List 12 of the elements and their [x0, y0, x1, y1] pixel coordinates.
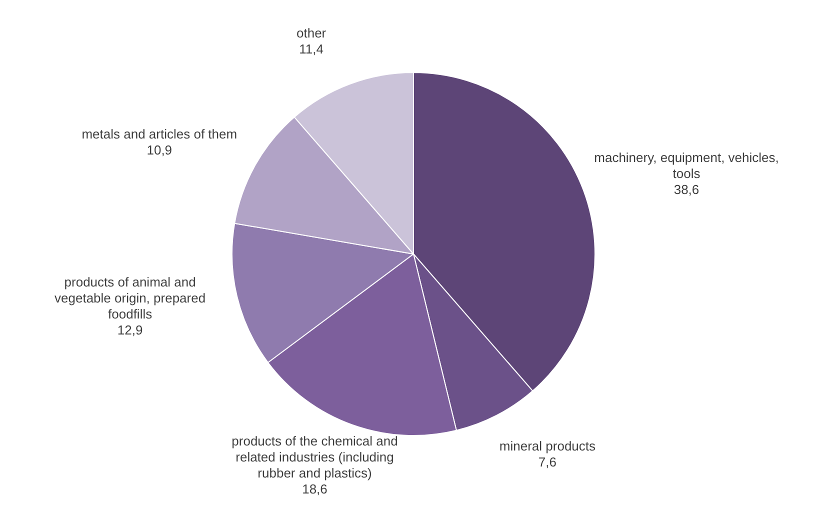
data-label: 10,9 [146, 142, 172, 158]
slice-label: products of animal and vegetable origin, prepared foodfills [54, 274, 206, 322]
data-label: 38,6 [674, 182, 700, 198]
slice-label: other [296, 25, 327, 40]
data-label: 12,9 [117, 322, 143, 338]
slice-label: products of the chemical and related industries (including rubber and plastics) [232, 434, 398, 481]
data-label: 11,4 [299, 41, 324, 56]
slice-label: metals and articles of them [82, 126, 238, 142]
data-label: 18,6 [302, 482, 328, 497]
slice-label: mineral products [499, 438, 596, 454]
data-label: 7,6 [538, 454, 557, 470]
slice-label: machinery, equipment, vehicles, tools [594, 150, 779, 182]
